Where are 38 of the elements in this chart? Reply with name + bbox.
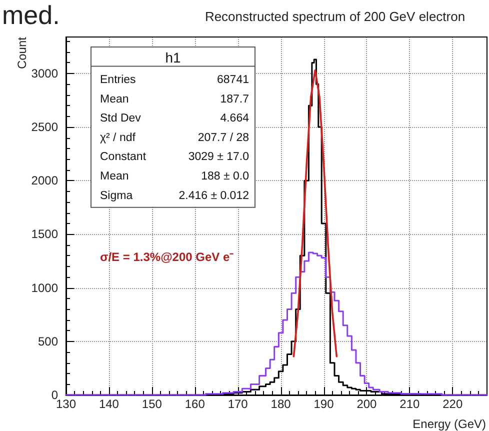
annotation: Std Dev: [100, 112, 142, 125]
y-tick-label: 0: [51, 388, 58, 402]
annotation: 3029 ± 17.0: [188, 151, 249, 164]
annotation: Mean: [100, 93, 129, 106]
annotation: Mean: [100, 170, 129, 182]
line-series: [292, 69, 338, 358]
annotation: χ² / ndf: [100, 132, 136, 144]
annotation: 207.7 / 28: [198, 132, 249, 144]
y-tick-label: 3000: [31, 66, 58, 80]
text: med.: [2, 0, 60, 30]
annotation: Constant: [100, 151, 147, 164]
y-tick-label: 1000: [31, 280, 58, 295]
x-tick-label: 150: [142, 397, 162, 411]
annotation: 2.416 ± 0.012: [178, 190, 249, 202]
x-tick-label: 220: [442, 397, 463, 411]
annotation: σ/E = 1.3%@200 GeV e⁻: [100, 250, 234, 264]
x-tick-label: 210: [400, 397, 420, 411]
x-tick-label: 180: [270, 397, 292, 411]
y-tick-label: 1500: [31, 227, 58, 242]
x-tick-label: 130: [56, 397, 76, 411]
annotation: Sigma: [100, 190, 134, 202]
x-tick-label: 170: [228, 397, 248, 411]
x-tick-label: 190: [314, 397, 334, 411]
annotation: h1: [165, 50, 181, 66]
x-tick-label: 160: [184, 397, 206, 411]
y-axis-title: Count: [15, 36, 29, 70]
y-tick-label: 2500: [31, 120, 58, 134]
x-tick-label: 140: [98, 397, 120, 411]
x-axis-title: Energy (GeV): [412, 417, 486, 431]
annotation: Entries: [100, 74, 136, 86]
annotation: 188 ± 0.0: [201, 170, 249, 182]
annotation: 187.7: [220, 93, 249, 106]
annotation: 4.664: [220, 112, 250, 125]
chart-title: Reconstructed spectrum of 200 GeV electron: [204, 9, 466, 24]
y-tick-label: 2000: [31, 174, 58, 188]
y-tick-label: 500: [38, 334, 58, 348]
annotation: 68741: [217, 74, 249, 86]
x-tick-label: 200: [356, 397, 378, 411]
